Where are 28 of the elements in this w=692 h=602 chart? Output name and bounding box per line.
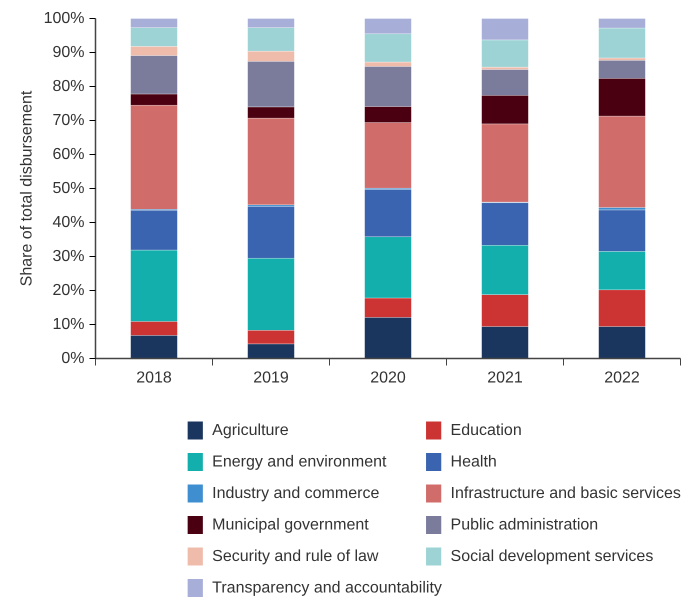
legend-label: Security and rule of law <box>212 548 379 565</box>
x-tick-label: 2019 <box>253 370 289 386</box>
legend-label: Education <box>450 422 522 439</box>
x-tick-label: 2020 <box>370 370 406 386</box>
legend-label: Transparency and accountability <box>212 580 442 596</box>
legend-label: Social development services <box>450 548 654 565</box>
legend-label: Municipal government <box>212 516 370 534</box>
x-tick-label: 2021 <box>487 370 523 386</box>
y-tick-label: 80% <box>52 78 85 95</box>
legend-label: Health <box>450 454 497 470</box>
y-tick-label: 10% <box>52 316 85 333</box>
x-tick-label: 2022 <box>604 370 640 386</box>
legend-label: Industry and commerce <box>212 485 380 502</box>
y-tick-label: 100% <box>44 10 84 27</box>
legend-label: Agriculture <box>212 422 289 439</box>
x-tick-label: 2018 <box>136 370 172 386</box>
legend-label: Public administration <box>450 516 598 534</box>
y-axis-title: Share of total disbursement <box>18 90 36 286</box>
y-tick-label: 50% <box>52 180 85 197</box>
legend-label: Infrastructure and basic services <box>450 485 681 502</box>
y-tick-label: 30% <box>52 248 85 265</box>
y-tick-label: 0% <box>61 350 84 367</box>
y-tick-label: 20% <box>52 282 85 299</box>
y-tick-label: 70% <box>52 112 85 129</box>
legend-label: Energy and environment <box>212 454 388 470</box>
y-tick-label: 40% <box>52 214 85 231</box>
y-tick-label: 90% <box>52 44 85 61</box>
y-tick-label: 60% <box>52 146 85 163</box>
